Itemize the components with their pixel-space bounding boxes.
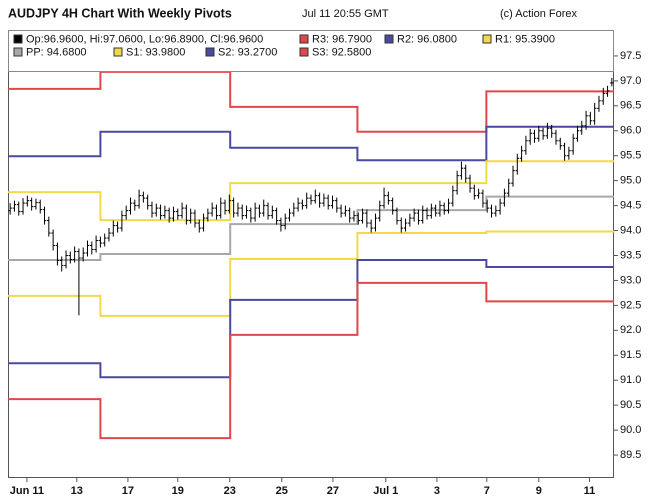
y-tick-label: 89.5: [620, 449, 641, 461]
legend-label: R2: 96.0800: [397, 33, 457, 45]
y-tick-label: 96.0: [620, 125, 641, 137]
legend-swatch: [205, 47, 215, 57]
x-tick-label: 3: [434, 485, 440, 497]
plot-area: [8, 30, 614, 478]
legend-label: PP: 94.6800: [26, 46, 87, 58]
y-tick-label: 95.0: [620, 175, 641, 187]
y-tick-label: 94.5: [620, 200, 641, 212]
y-tick-label: 93.5: [620, 249, 641, 261]
pivot-line: [8, 70, 614, 133]
x-tick-label: 17: [122, 485, 134, 497]
legend-box: [8, 30, 614, 72]
x-tick-label: 27: [327, 485, 339, 497]
x-tick-label: 19: [172, 485, 184, 497]
y-tick-label: 92.0: [620, 324, 641, 336]
legend-label: R3: 96.7900: [312, 33, 372, 45]
legend-label: S2: 93.2700: [218, 46, 277, 58]
legend-label: Op:96.9600, Hi:97.0600, Lo:96.8900, Cl:9…: [26, 33, 263, 45]
y-tick-label: 95.5: [620, 150, 641, 162]
y-tick-label: 97.0: [620, 75, 641, 87]
pivot-line: [8, 125, 614, 162]
legend-label: S3: 92.5800: [312, 46, 371, 58]
marks: [8, 70, 614, 440]
x-tick-label: Jul 1: [373, 485, 398, 497]
x-tick-label: 11: [584, 485, 596, 497]
legend-swatch: [113, 47, 123, 57]
legend-swatch: [299, 34, 309, 44]
y-tick-label: 93.0: [620, 274, 641, 286]
legend-swatch: [299, 47, 309, 57]
chart-title: AUDJPY 4H Chart With Weekly Pivots: [8, 6, 232, 20]
x-tick-label: 25: [276, 485, 288, 497]
y-tick-label: 92.5: [620, 299, 641, 311]
legend-swatch: [13, 47, 23, 57]
legend-label: R1: 95.3900: [495, 33, 555, 45]
pivot-line: [8, 281, 614, 440]
legend-swatch: [482, 34, 492, 44]
x-tick-label: Jun 11: [10, 485, 44, 497]
x-tick-label: 13: [71, 485, 83, 497]
y-tick-label: 90.0: [620, 424, 641, 436]
legend-label: S1: 93.9800: [126, 46, 185, 58]
chart-subtitle: Jul 11 20:55 GMT: [302, 8, 389, 20]
credit: (c) Action Forex: [500, 8, 578, 20]
pivot-line: [8, 160, 614, 222]
x-tick-label: 7: [484, 485, 490, 497]
legend-swatch: [384, 34, 394, 44]
y-tick-label: 91.0: [620, 374, 641, 386]
x-tick-label: 23: [224, 485, 236, 497]
y-tick-label: 94.0: [620, 224, 641, 236]
x-tick-label: 9: [536, 485, 542, 497]
y-tick-label: 91.5: [620, 349, 641, 361]
y-tick-label: 97.5: [620, 50, 641, 62]
legend-swatch: [13, 34, 23, 44]
pivot-line: [8, 258, 614, 379]
y-tick-label: 90.5: [620, 399, 641, 411]
pivot-line: [8, 230, 614, 317]
y-tick-label: 96.5: [620, 100, 641, 112]
